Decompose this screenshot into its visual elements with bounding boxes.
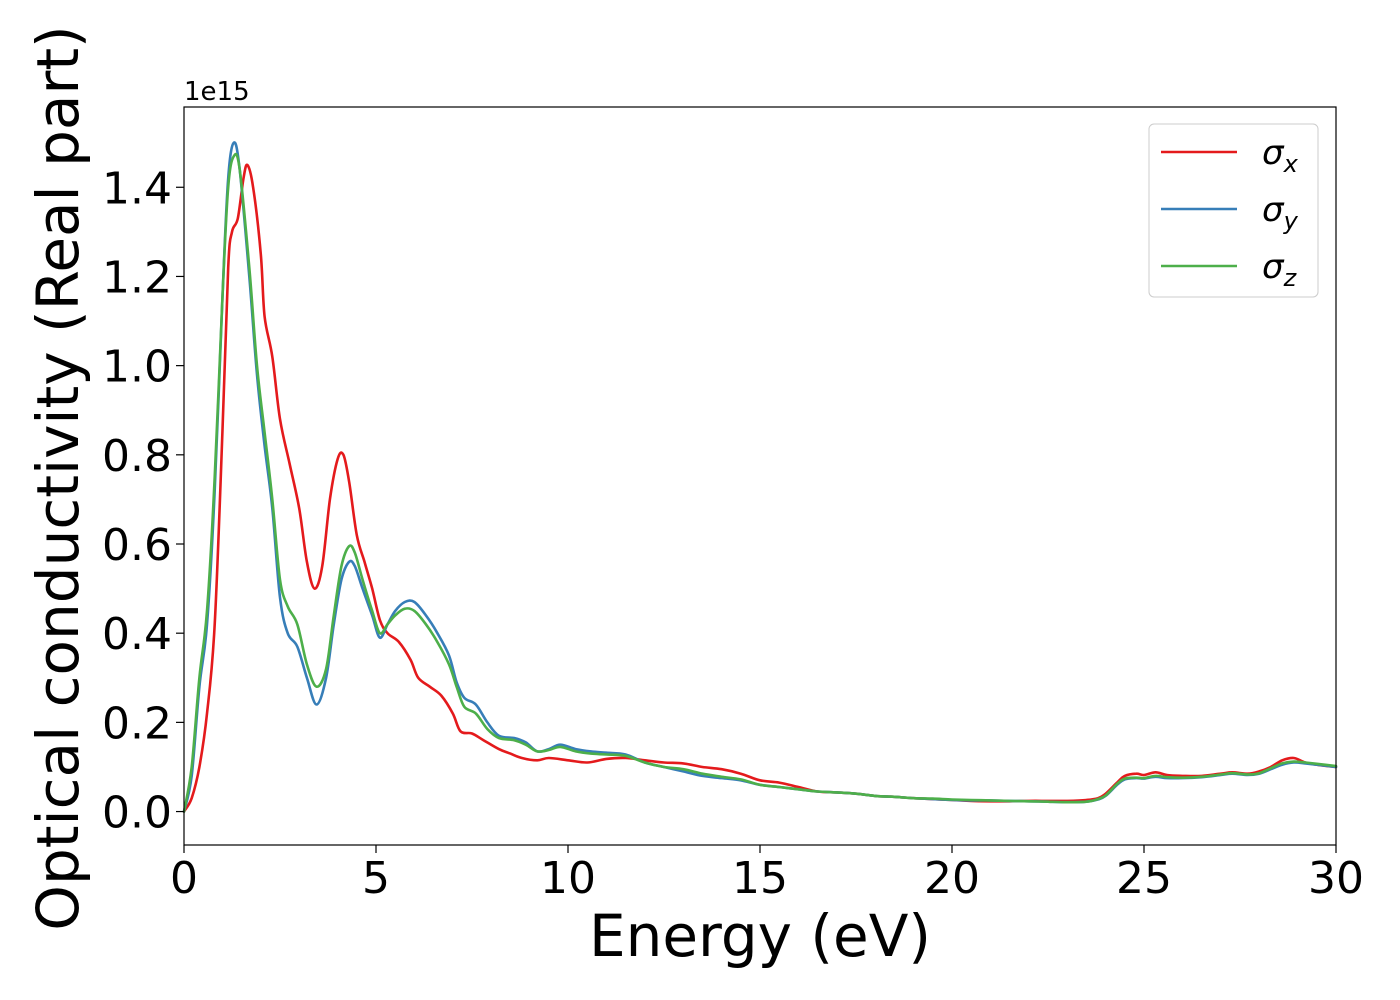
offset-label: 1e15 bbox=[184, 77, 250, 107]
series-line-x bbox=[182, 163, 1338, 813]
y-tick-label: 0.6 bbox=[102, 520, 172, 571]
x-tick-label: 15 bbox=[732, 853, 788, 904]
y-axis-label: Optical conductivity (Real part) bbox=[24, 25, 92, 930]
y-tick-label: 0.4 bbox=[102, 609, 172, 660]
plot-background bbox=[184, 107, 1336, 845]
legend-items: σx σy σz bbox=[1161, 133, 1299, 292]
x-tick-label: 25 bbox=[1116, 853, 1172, 904]
x-tick-label: 10 bbox=[540, 853, 596, 904]
x-tick-label: 0 bbox=[170, 853, 198, 904]
y-tick-label: 0.2 bbox=[102, 698, 172, 749]
legend-label-x: σx bbox=[1262, 133, 1299, 178]
legend-label-y: σy bbox=[1262, 190, 1299, 235]
series-line-z bbox=[182, 152, 1338, 813]
x-tick-label: 5 bbox=[362, 853, 390, 904]
y-tick-label: 1.2 bbox=[102, 252, 172, 303]
y-tick-label: 0.0 bbox=[102, 788, 172, 839]
legend-frame bbox=[1148, 123, 1319, 298]
y-tick-label: 1.0 bbox=[102, 342, 172, 393]
legend: σx σy σz bbox=[1148, 123, 1319, 298]
y-tick-label: 1.4 bbox=[102, 163, 172, 214]
x-tick-label: 30 bbox=[1308, 853, 1364, 904]
x-axis-label: Energy (eV) bbox=[589, 902, 931, 970]
x-tick-label: 20 bbox=[924, 853, 980, 904]
series-layer bbox=[182, 141, 1338, 813]
x-axis-ticks: 0 5 10 15 20 25 30 bbox=[170, 845, 1364, 904]
y-axis-ticks: 0.0 0.2 0.4 0.6 0.8 1.0 1.2 1.4 bbox=[102, 163, 184, 839]
y-tick-label: 0.8 bbox=[102, 431, 172, 482]
legend-label-z: σz bbox=[1262, 247, 1298, 292]
